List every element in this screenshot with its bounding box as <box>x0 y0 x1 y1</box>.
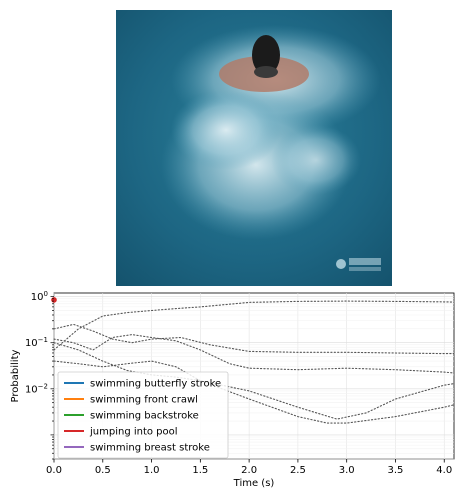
x-tick-label: 3.5 <box>388 465 404 476</box>
y-tick-label: 10−2 <box>25 382 48 395</box>
series-line-1 <box>53 300 455 351</box>
x-tick-label: 1.0 <box>144 465 160 476</box>
legend-label: swimming front crawl <box>90 395 198 406</box>
y-tick-label: 100 <box>31 290 48 303</box>
legend-label: swimming butterfly stroke <box>90 379 221 390</box>
current-time-marker <box>51 297 57 303</box>
legend: swimming butterfly stroke swimming front … <box>57 371 229 459</box>
x-tick-label: 2.5 <box>290 465 306 476</box>
video-frame <box>116 10 392 286</box>
legend-box <box>57 371 229 459</box>
x-tick-label: 0.0 <box>46 465 62 476</box>
y-tick-label: 10−1 <box>25 336 48 349</box>
legend-label: swimming backstroke <box>90 411 199 422</box>
probability-chart: 0.0 0.5 1.0 1.5 2.0 2.5 3.0 3.5 4.0 100 10−1 10−2 T… <box>10 290 455 489</box>
x-tick-label: 3.0 <box>339 465 355 476</box>
broadcaster-logo-icon <box>336 258 381 271</box>
x-tick-label: 0.5 <box>95 465 111 476</box>
x-tick-label: 1.5 <box>192 465 208 476</box>
y-axis-label: Probability <box>10 349 21 402</box>
series-line-2 <box>53 323 455 355</box>
x-tick-label: 4.0 <box>436 465 452 476</box>
legend-label: jumping into pool <box>89 427 178 438</box>
legend-label: swimming breast stroke <box>90 443 210 454</box>
x-tick-label: 2.0 <box>241 465 257 476</box>
x-axis-label: Time (s) <box>233 478 275 489</box>
series-line-3 <box>53 334 455 374</box>
video-frame-swimmer <box>116 10 392 286</box>
